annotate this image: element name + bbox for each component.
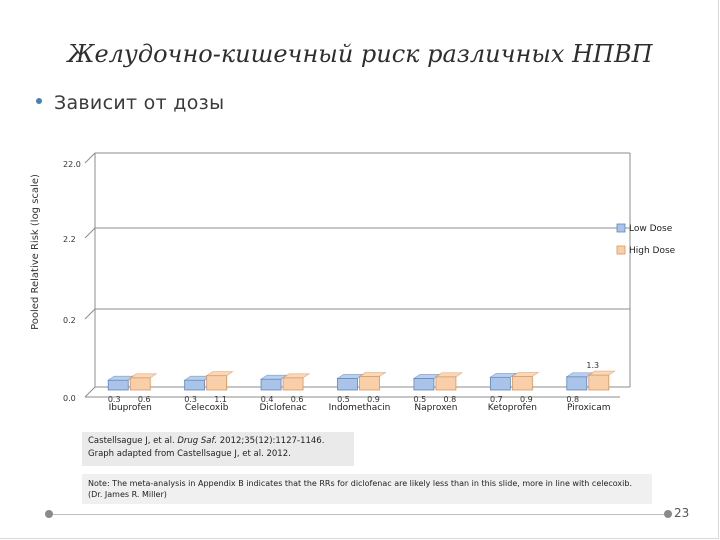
data-label: 0.4 (261, 395, 274, 404)
data-label: 0.5 (337, 395, 350, 404)
page-number: 23 (674, 506, 690, 520)
bar-top-face (511, 372, 540, 377)
legend-swatch (616, 245, 626, 255)
bullet-text: Зависит от дозы (54, 92, 225, 114)
data-label: 0.3 (108, 395, 121, 404)
gi-risk-chart: Pooled Relative Risk (log scale) 22.0 2.2 0… (30, 152, 676, 413)
bar-top-face (282, 373, 311, 379)
gridline-offset (84, 386, 96, 398)
data-label: 1.3 (586, 361, 599, 370)
category-label: Ketoprofen (488, 403, 537, 413)
category-label: Indomethacin (329, 403, 391, 413)
category-label: Piroxicam (567, 403, 611, 413)
gridline-offset (84, 152, 96, 164)
gridline-offset (84, 308, 96, 320)
legend-swatch (616, 223, 626, 233)
data-label: 0.6 (291, 395, 304, 404)
bar-low-dose (184, 379, 206, 391)
bullet-item: Зависит от дозы (36, 92, 224, 114)
data-label: 0.5 (414, 395, 427, 404)
bar-high-dose (129, 377, 151, 391)
legend-label: High Dose (629, 246, 676, 256)
legend-label: Low Dose (629, 224, 673, 234)
gridline-offset (84, 227, 96, 239)
bar-high-dose (435, 376, 457, 391)
footer-divider (52, 514, 670, 515)
bar-top-face (434, 372, 463, 378)
bar-high-dose (511, 375, 533, 391)
footer-dot-right-icon (664, 510, 672, 518)
y-axis-title: Pooled Relative Risk (log scale) (30, 174, 41, 330)
bar-high-dose (206, 375, 228, 391)
bar-top-face (129, 373, 158, 379)
reference-authors: Castellsague J, et al. (88, 436, 178, 446)
bar-low-dose (413, 378, 435, 391)
data-label: 0.9 (367, 395, 380, 404)
reference-adapted: Graph adapted from Castellsague J, et al… (88, 449, 291, 459)
bar-low-dose (489, 376, 511, 391)
bar-high-dose (282, 377, 304, 391)
bar-low-dose (260, 378, 282, 391)
bar-top-face (489, 372, 518, 378)
category-label: Celecoxib (185, 403, 229, 413)
bar-high-dose (359, 375, 380, 391)
data-label: 1.1 (214, 395, 227, 404)
bullet-dot-icon (36, 97, 42, 104)
bar-high-dose (588, 374, 610, 391)
bar-low-dose (337, 378, 358, 391)
y-tick-label: 0.0 (63, 394, 76, 403)
y-tick-label: 2.2 (63, 235, 76, 244)
bar-top-face (205, 371, 234, 376)
reference-citation: Castellsague J, et al. Drug Saf. 2012;35… (88, 435, 348, 448)
y-tick-label: 22.0 (63, 160, 81, 169)
data-label: 0.8 (444, 395, 457, 404)
category-label: Ibuprofen (109, 403, 152, 413)
category-label: Naproxen (414, 403, 457, 413)
bar-low-dose (566, 376, 588, 391)
reference-box: Castellsague J, et al. Drug Saf. 2012;35… (82, 432, 354, 466)
data-label: 0.6 (138, 395, 151, 404)
bar-top-face (358, 372, 387, 377)
data-label: 0.7 (490, 395, 503, 404)
category-label: Diclofenac (259, 403, 306, 413)
bar-top-face (587, 370, 616, 376)
data-label: 0.9 (520, 395, 533, 404)
footer-dot-left-icon (45, 510, 53, 518)
bar-low-dose (107, 379, 129, 391)
data-label: 0.3 (184, 395, 197, 404)
slide-title: Желудочно-кишечный риск различных НПВП (67, 40, 653, 68)
reference-volume: 2012;35(12):1127-1146. (217, 436, 325, 446)
data-label: 0.8 (566, 395, 579, 404)
y-tick-label: 0.2 (63, 316, 76, 325)
note-box: Note: The meta-analysis in Appendix B in… (82, 474, 652, 504)
reference-journal: Drug Saf. (177, 436, 218, 446)
